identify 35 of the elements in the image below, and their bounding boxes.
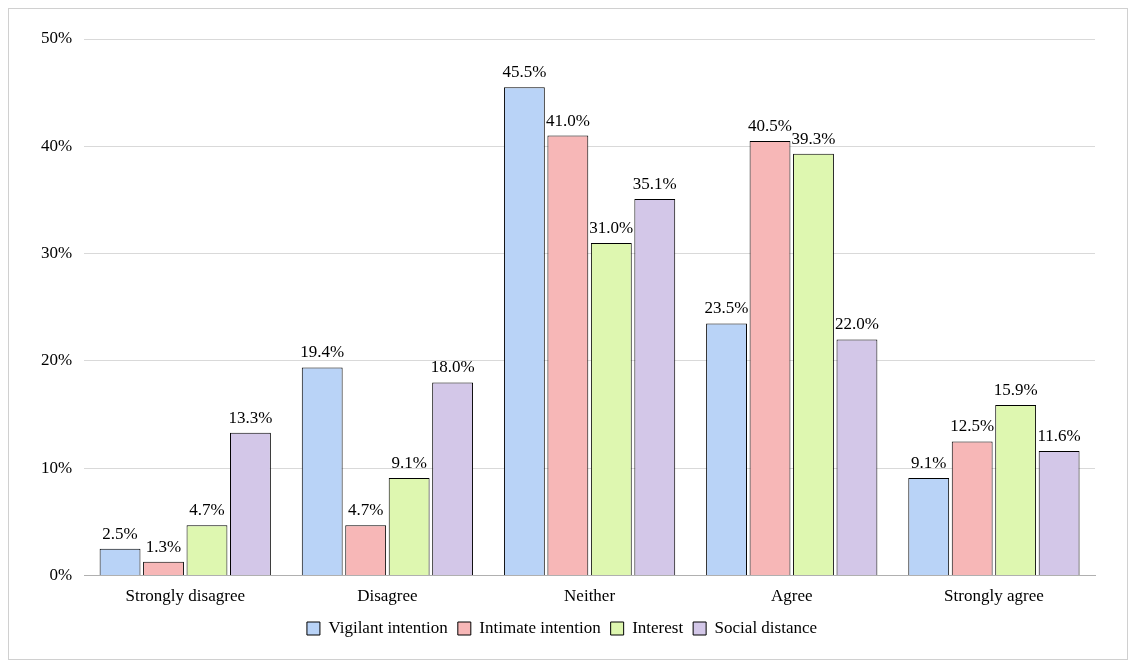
text: 22.0% <box>834 314 879 334</box>
y-tick-label: 10% <box>40 457 73 477</box>
y-tick-label: 40% <box>40 135 73 155</box>
y-tick-label: 0% <box>49 565 73 585</box>
text: 9.1% <box>391 452 427 472</box>
text: 11.6% <box>1037 426 1081 446</box>
text: 19.4% <box>300 342 345 362</box>
text: 23.5% <box>704 298 749 318</box>
text: 13.3% <box>228 407 273 427</box>
text: 39.3% <box>791 128 836 148</box>
y-tick-label: 20% <box>40 350 73 370</box>
legend-label: Intimate intention <box>479 617 602 637</box>
text: 41.0% <box>545 110 590 130</box>
text: 35.1% <box>632 173 677 193</box>
text: 15.9% <box>993 379 1038 399</box>
text: 9.1% <box>911 452 947 472</box>
legend-label: Vigilant intention <box>328 617 449 637</box>
x-tick-label: Strongly disagree <box>125 586 245 606</box>
text: 31.0% <box>589 217 634 237</box>
text: 18.0% <box>430 357 475 377</box>
x-tick-label: Disagree <box>357 586 418 606</box>
legend-label: Interest <box>632 617 684 637</box>
x-tick-label: Strongly agree <box>944 586 1044 606</box>
text: 4.7% <box>347 500 384 520</box>
x-tick-label: Neither <box>564 586 616 606</box>
legend-label: Social distance <box>714 617 818 637</box>
y-tick-label: 30% <box>40 243 73 263</box>
text: 12.5% <box>950 416 995 436</box>
text: 1.3% <box>145 536 182 556</box>
text: 4.7% <box>189 500 225 520</box>
x-tick-label: Agree <box>770 586 813 606</box>
text: 2.5% <box>102 523 138 543</box>
y-tick-label: 50% <box>40 28 73 48</box>
text: 40.5% <box>748 115 792 135</box>
text: 45.5% <box>502 62 547 82</box>
